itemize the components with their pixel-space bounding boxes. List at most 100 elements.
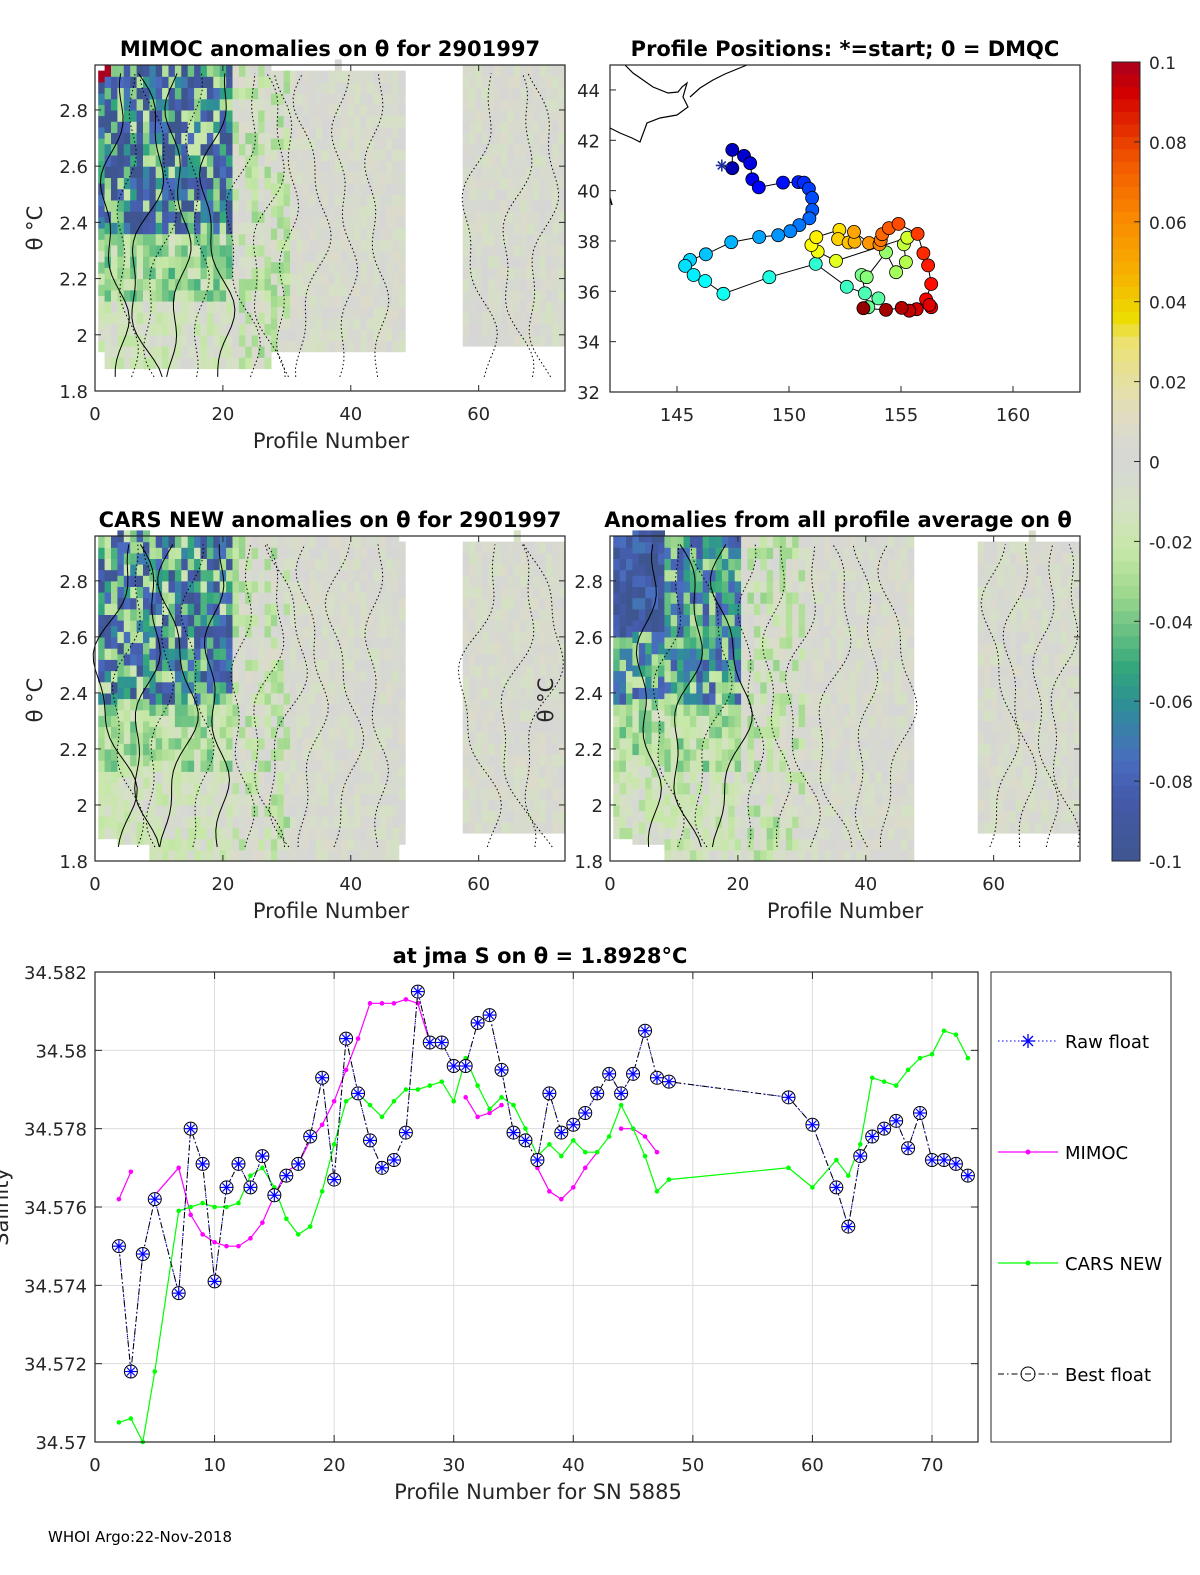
heatmap-cell [533,166,540,178]
heatmap-cell [779,592,787,604]
heatmap-cell [475,743,483,756]
heatmap-cell [520,87,528,100]
heatmap-cell [187,659,195,672]
heatmap-cell [488,323,496,336]
heatmap-cell [766,726,774,739]
heatmap-cell [785,670,793,683]
heatmap-cell [658,620,665,632]
heatmap-cell [309,160,317,173]
heatmap-cell [798,760,806,772]
heatmap-cell [123,541,131,554]
heatmap-cell [117,256,125,268]
heatmap-cell [670,748,678,761]
heatmap-cell [792,558,800,571]
heatmap-cell [104,760,112,772]
heatmap-cell [545,233,553,246]
heatmap-cell [881,816,889,828]
heatmap-cell [741,580,749,593]
heatmap-cell [98,760,106,772]
heatmap-cell [689,592,697,604]
heatmap-cell [168,827,176,840]
heatmap-cell [238,357,246,370]
heatmap-cell [104,132,112,145]
heatmap-cell [162,334,170,347]
heatmap-cell [613,603,621,615]
heatmap-cell [322,239,329,251]
heatmap-cell [734,726,742,739]
heatmap-cell [664,737,672,750]
heatmap-cell [162,154,170,167]
heatmap-cell [219,87,227,100]
heatmap-cell [143,732,150,744]
heatmap-cell [747,636,755,649]
heatmap-cell [539,312,547,325]
heatmap-cell [984,653,992,666]
heatmap-cell [862,748,870,761]
heatmap-cell [862,692,870,705]
y-tick-label: 2 [77,796,88,817]
heatmap-cell [996,732,1004,744]
heatmap-cell [469,597,477,610]
heatmap-cell [174,98,182,111]
heatmap-cell [283,748,291,761]
heatmap-cell [315,340,323,353]
heatmap-cell [533,211,540,223]
heatmap-cell [238,648,246,660]
heatmap-cell [155,334,163,347]
heatmap-cell [501,788,509,800]
heatmap-cell [488,687,496,700]
heatmap-cell [373,329,381,341]
heatmap-cell [232,625,240,638]
heatmap-cell [174,132,182,145]
heatmap-cell [347,138,355,150]
heatmap-cell [366,284,374,296]
heatmap-cell [619,670,627,683]
heatmap-cell [181,704,189,716]
heatmap-cell [251,838,259,851]
heatmap-cell [104,681,112,694]
heatmap-cell [379,614,387,627]
heatmap-cell [238,849,246,862]
heatmap-cell [213,648,221,660]
heatmap-cell [392,70,400,83]
heatmap-cell [334,216,342,229]
heatmap-cell [181,849,189,862]
heatmap-cell [501,233,509,246]
heatmap-cell [849,748,857,761]
heatmap-cell [721,793,729,806]
heatmap-cell [258,838,266,851]
heatmap-cell [328,295,336,308]
heatmap-cell [245,154,253,167]
heatmap-cell [296,603,304,615]
heatmap-cell [309,636,317,649]
heatmap-cell [552,65,560,77]
heatmap-cell [881,849,889,862]
heatmap-cell [238,289,246,302]
heatmap-cell [168,648,176,660]
heatmap-cell [658,541,665,554]
heatmap-cell [328,160,336,173]
heatmap-cell [366,216,374,229]
heatmap-cell [856,681,864,694]
cars-heatmap-cells [98,530,566,862]
heatmap-cell [792,625,800,638]
heatmap-cell [296,228,304,240]
heatmap-cell [638,833,646,845]
heatmap-cell [392,715,400,728]
heatmap-cell [200,222,208,235]
heatmap-cell [494,312,502,325]
heatmap-cell [264,87,272,100]
heatmap-cell [130,676,138,688]
heatmap-cell [805,603,812,615]
heatmap-cell [856,726,864,739]
heatmap-cell [341,805,349,817]
heatmap-cell [296,183,304,195]
heatmap-cell [251,312,259,325]
heatmap-cell [245,771,253,784]
heatmap-cell [533,87,540,100]
heatmap-cell [645,698,653,711]
heatmap-cell [328,782,336,795]
heatmap-cell [520,289,528,302]
heatmap-cell [677,625,685,638]
heatmap-cell [488,312,496,325]
